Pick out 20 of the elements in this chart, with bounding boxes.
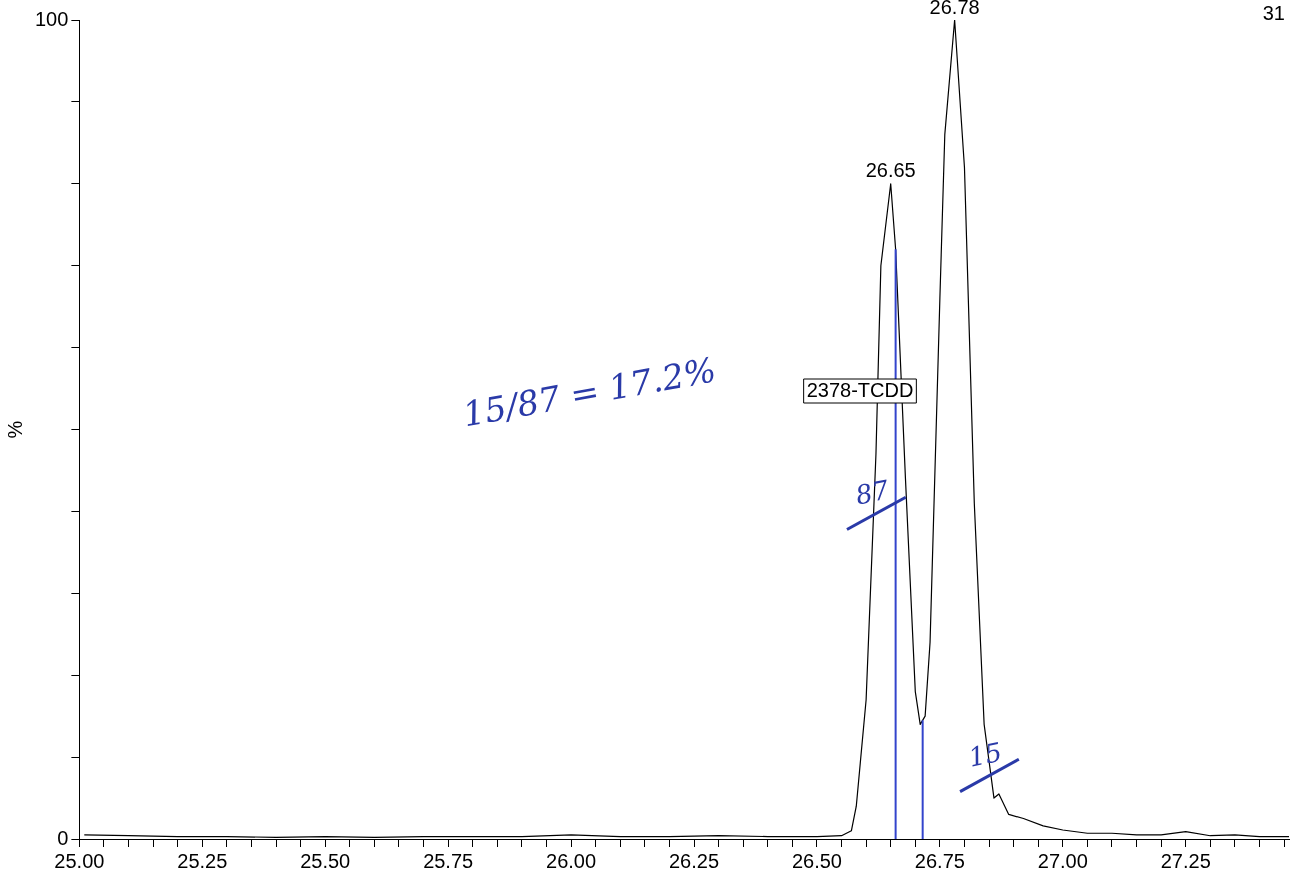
x-tick-label: 25.75 bbox=[423, 849, 474, 872]
annotation: 31 bbox=[1262, 1, 1285, 24]
x-tick-label: 26.75 bbox=[914, 849, 965, 872]
annotation: 15 bbox=[966, 736, 1005, 773]
annotation: 26.65 bbox=[865, 159, 916, 182]
x-tick-label: 25.00 bbox=[54, 849, 105, 872]
y-tick-label: 100 bbox=[34, 7, 69, 30]
x-tick-label: 26.00 bbox=[546, 849, 597, 872]
x-tick-label: 27.00 bbox=[1037, 849, 1088, 872]
x-tick-label: 25.50 bbox=[300, 849, 351, 872]
annotation: 2378-TCDD bbox=[806, 378, 914, 401]
y-tick-label: 0 bbox=[57, 826, 69, 849]
x-tick-label: 25.25 bbox=[177, 849, 228, 872]
annotation: 26.78 bbox=[929, 0, 980, 18]
annotation: 87 bbox=[852, 474, 892, 511]
x-tick-label: 27.25 bbox=[1160, 849, 1211, 872]
x-tick-label: 26.50 bbox=[791, 849, 842, 872]
annotation: 15/87 = 17.2% bbox=[459, 349, 719, 435]
x-tick-label: 26.25 bbox=[668, 849, 720, 872]
y-axis-title: % bbox=[3, 420, 26, 439]
